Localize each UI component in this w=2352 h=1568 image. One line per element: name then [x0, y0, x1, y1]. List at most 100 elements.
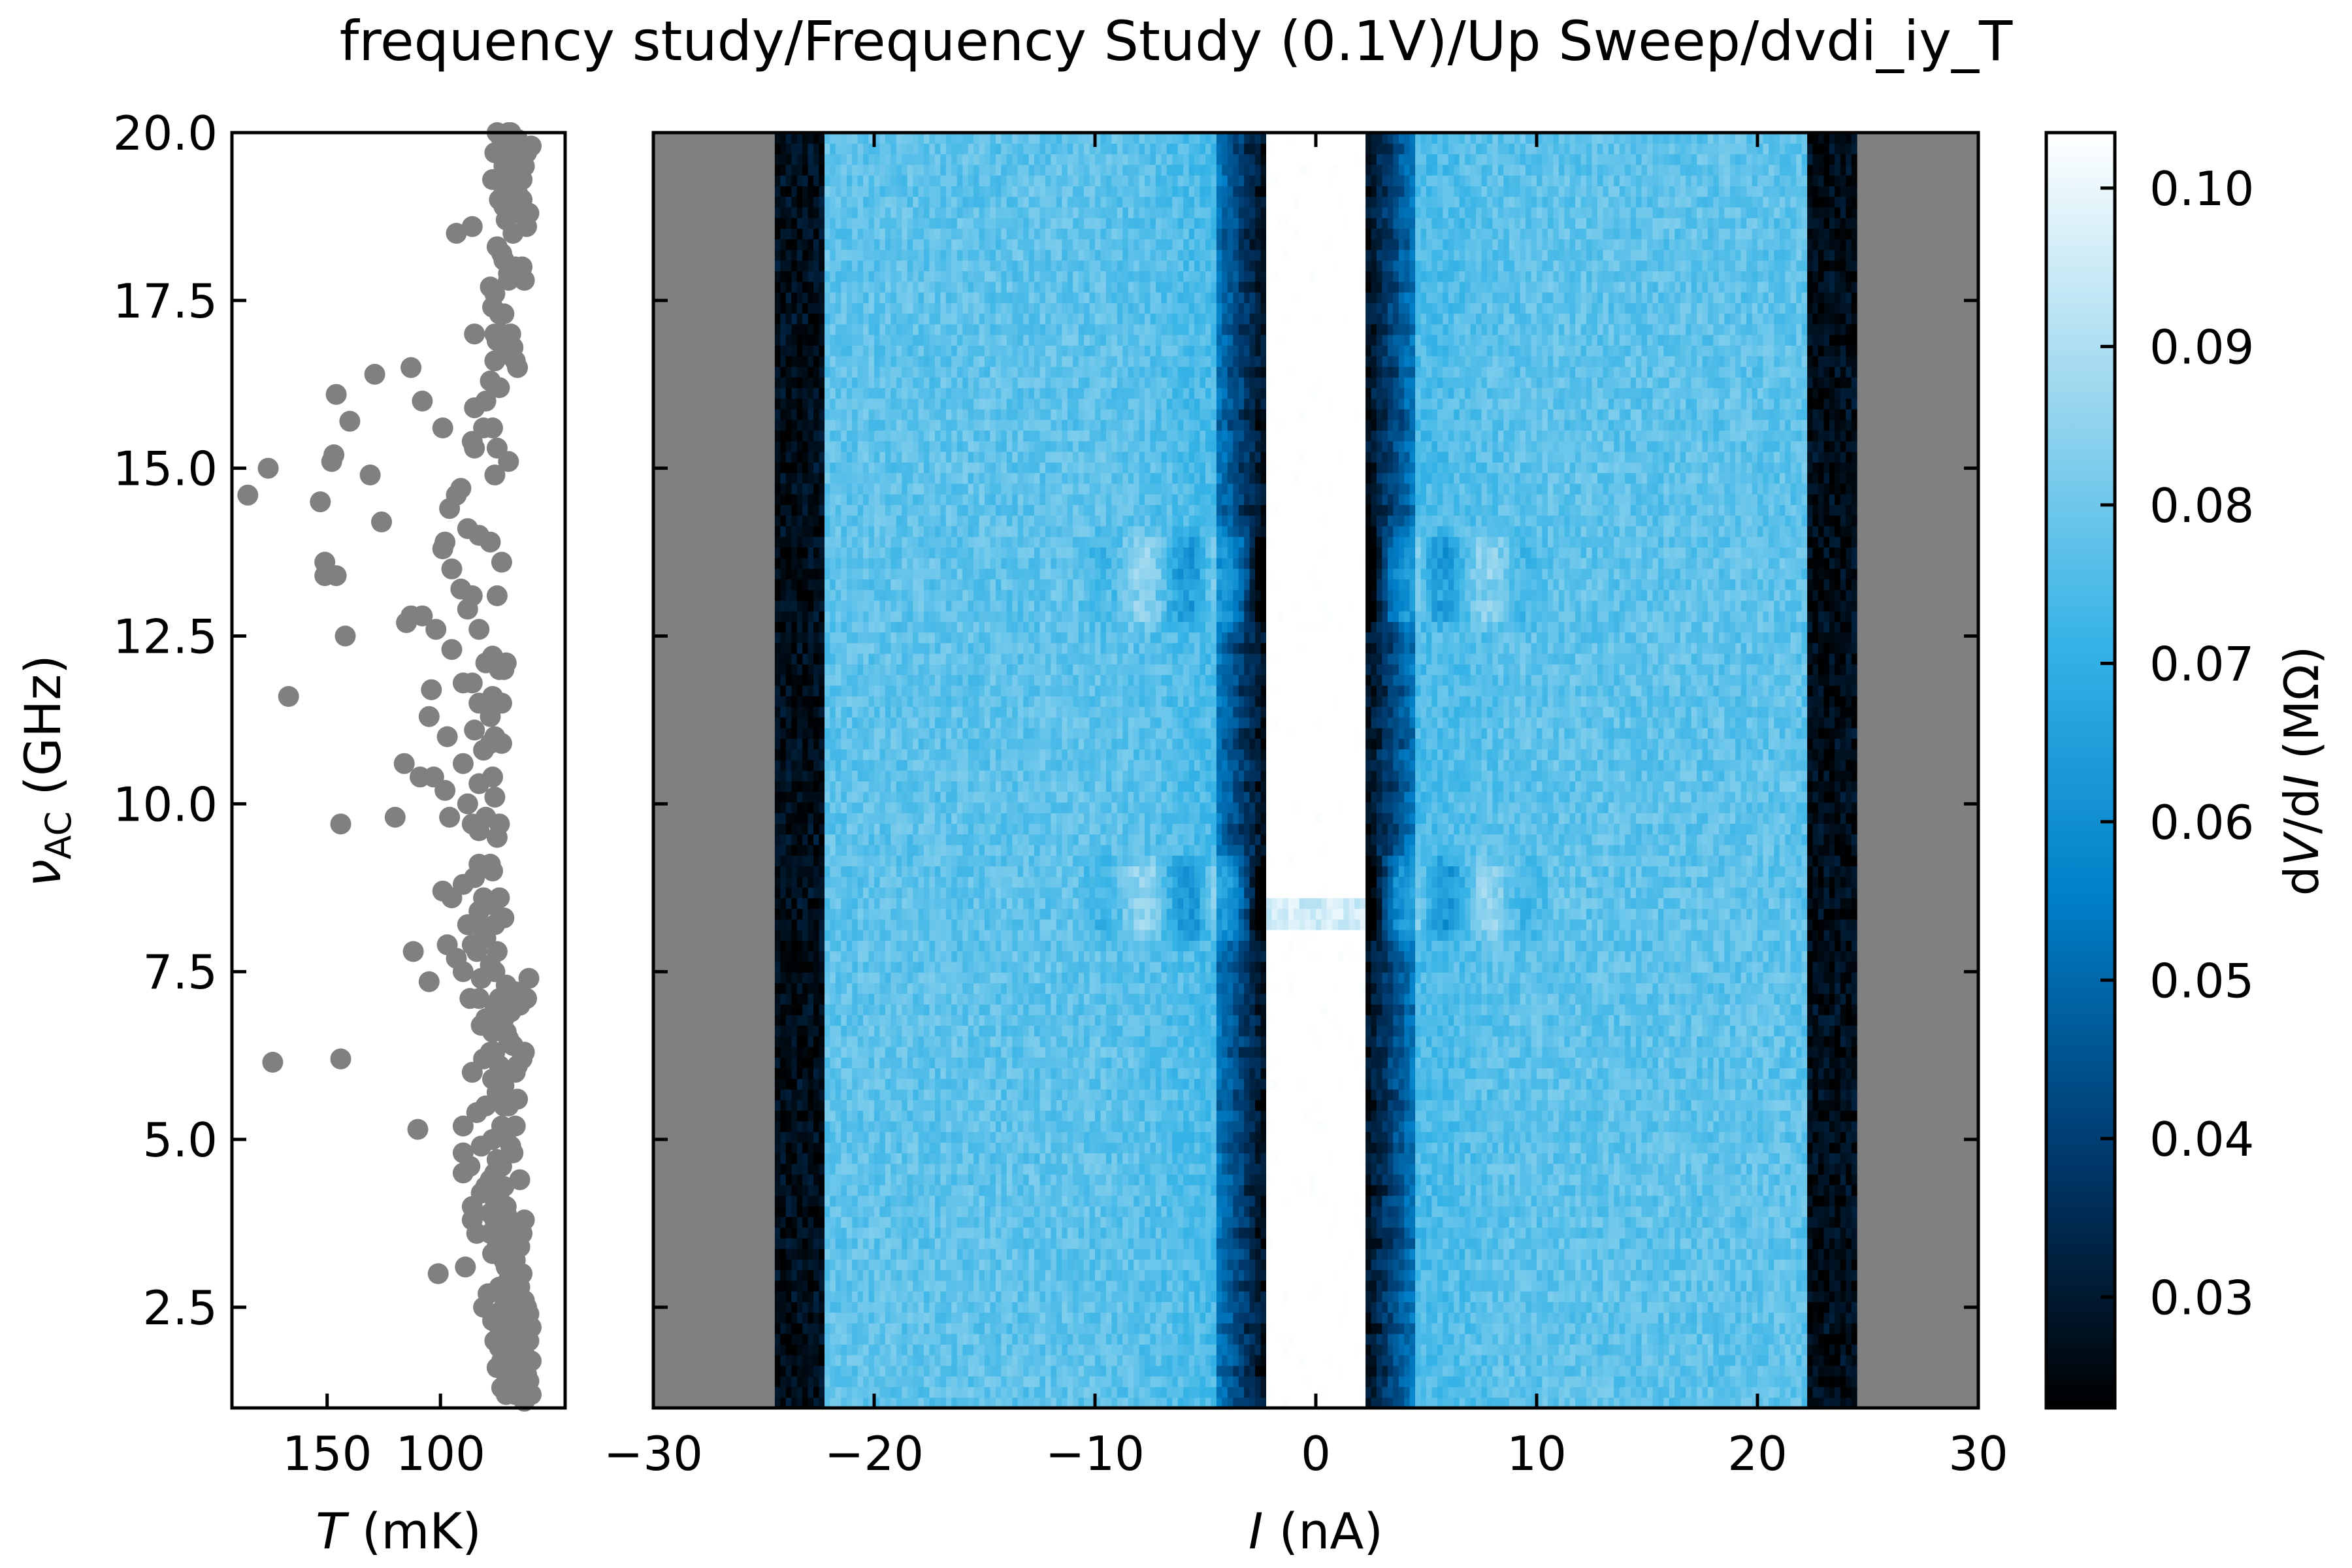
heatmap-cell [1835, 1195, 1841, 1207]
heatmap-cell [1686, 1184, 1692, 1196]
heatmap-cell [1740, 1365, 1747, 1377]
heatmap-cell [1266, 1301, 1273, 1313]
heatmap-cell [802, 1259, 809, 1271]
heatmap-cell [1089, 1322, 1096, 1334]
heatmap-cell [1299, 1205, 1305, 1217]
heatmap-cell [1691, 1386, 1697, 1398]
heatmap-cell [1244, 1227, 1250, 1239]
heatmap-cell [1194, 1227, 1201, 1239]
heatmap-cell [1779, 1205, 1786, 1217]
heatmap-cell [1652, 1195, 1659, 1207]
heatmap-cell [1465, 1269, 1471, 1281]
heatmap-cell [962, 1333, 969, 1345]
heatmap-cell [1172, 1365, 1179, 1377]
heatmap-cell [1111, 1237, 1118, 1249]
heatmap-cell [1305, 1312, 1311, 1324]
heatmap-cell [907, 1269, 913, 1281]
heatmap-cell [1564, 1291, 1571, 1302]
heatmap-cell [825, 1376, 831, 1388]
heatmap-cell [1244, 1249, 1250, 1260]
heatmap-cell [1348, 1376, 1355, 1388]
heatmap-cell [1266, 1195, 1273, 1207]
heatmap-cell [1608, 1280, 1614, 1292]
heatmap-cell [1393, 1291, 1399, 1302]
heatmap-cell [1321, 1237, 1328, 1249]
heatmap-cell [1603, 1312, 1609, 1324]
heatmap-cell [1393, 1152, 1399, 1164]
heatmap-cell [1537, 1280, 1543, 1292]
heatmap-cell [951, 1312, 958, 1324]
heatmap-cell [1316, 1227, 1322, 1239]
heatmap-cell [1001, 1333, 1007, 1345]
heatmap-cell [1658, 1237, 1664, 1249]
heatmap-cell [1812, 1376, 1819, 1388]
heatmap-cell [879, 1291, 886, 1302]
heatmap-cell [1244, 1301, 1250, 1313]
heatmap-cell [1100, 1184, 1107, 1196]
heatmap-cell [1752, 1333, 1758, 1345]
heatmap-cell [1382, 1333, 1388, 1345]
heatmap-cell [1387, 1386, 1394, 1398]
heatmap-cell [951, 1174, 958, 1185]
heatmap-cell [1326, 1312, 1333, 1324]
heatmap-cell [1001, 1195, 1007, 1207]
heatmap-cell [1188, 1152, 1195, 1164]
heatmap-cell [1531, 1269, 1537, 1281]
heatmap-cell [863, 1259, 870, 1271]
heatmap-cell [835, 1333, 841, 1345]
heatmap-cell [1443, 1227, 1449, 1239]
heatmap-cell [1713, 1249, 1720, 1260]
heatmap-cell [995, 1174, 1002, 1185]
heatmap-cell [1697, 1217, 1703, 1228]
heatmap-cell [1150, 1195, 1156, 1207]
heatmap-cell [1558, 1174, 1565, 1185]
heatmap-cell [1509, 1354, 1515, 1366]
heatmap-cell [1553, 1249, 1560, 1260]
heatmap-cell [1835, 1376, 1841, 1388]
heatmap-cell [1774, 1163, 1780, 1175]
heatmap-cell [990, 1333, 996, 1345]
heatmap-cell [1757, 1227, 1763, 1239]
heatmap-cell [1558, 1291, 1565, 1302]
temperature-point [461, 585, 483, 606]
heatmap-cell [1763, 1227, 1769, 1239]
heatmap-cell [1713, 1217, 1720, 1228]
heatmap-cell [1812, 1269, 1819, 1281]
heatmap-cell [1001, 1184, 1007, 1196]
heatmap-cell [1249, 1291, 1256, 1302]
heatmap-cell [973, 1333, 980, 1345]
heatmap-cell [1172, 1333, 1179, 1345]
heatmap-cell [1443, 1237, 1449, 1249]
heatmap-cell [1161, 1163, 1168, 1175]
heatmap-cell [785, 1269, 792, 1281]
heatmap-cell [846, 1322, 853, 1334]
heatmap-cell [1271, 1386, 1278, 1398]
heatmap-cell [1812, 1333, 1819, 1345]
heatmap-cell [1835, 1249, 1841, 1260]
heatmap-cell [1039, 1184, 1046, 1196]
heatmap-cell [940, 1174, 947, 1185]
heatmap-cell [985, 1184, 990, 1196]
heatmap-cell [1310, 1386, 1316, 1398]
heatmap-cell [1470, 1301, 1477, 1313]
heatmap-cell [1619, 1312, 1625, 1324]
heatmap-cell [1360, 1333, 1366, 1345]
heatmap-cell [1735, 1354, 1742, 1366]
heatmap-cell [1139, 1333, 1145, 1345]
heatmap-cell [1249, 1344, 1256, 1356]
heatmap-cell [1271, 1312, 1278, 1324]
heatmap-cell [1089, 1195, 1096, 1207]
heatmap-cell [1294, 1163, 1300, 1175]
heatmap-cell [951, 1152, 958, 1164]
heatmap-cell [1100, 1205, 1107, 1217]
heatmap-cell [896, 1237, 902, 1249]
heatmap-cell [1840, 1312, 1846, 1324]
heatmap-cell [1321, 1259, 1328, 1271]
heatmap-cell [1509, 1365, 1515, 1377]
heatmap-cell [1034, 1237, 1041, 1249]
heatmap-cell [1697, 1322, 1703, 1334]
heatmap-cell [962, 1249, 969, 1260]
heatmap-cell [1012, 1237, 1019, 1249]
heatmap-cell [1470, 1312, 1477, 1324]
heatmap-cell [1531, 1237, 1537, 1249]
